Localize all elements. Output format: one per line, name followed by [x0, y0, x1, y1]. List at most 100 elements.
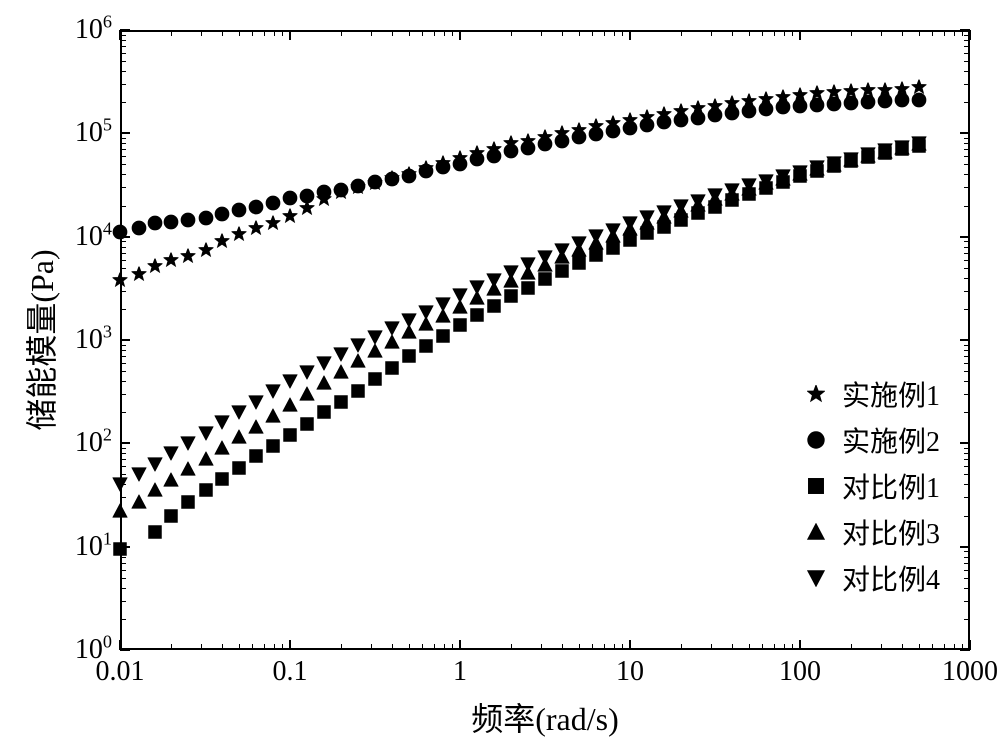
- x-tick: [629, 640, 631, 650]
- data-point-s3: [520, 280, 535, 295]
- data-point-s3: [198, 483, 213, 498]
- data-point-s5: [418, 304, 433, 319]
- x-tick-label: 1000: [942, 656, 998, 688]
- data-point-s2: [758, 101, 773, 116]
- data-point-s2: [453, 156, 468, 171]
- data-point-s5: [588, 228, 603, 243]
- data-point-s2: [537, 137, 552, 152]
- data-point-s5: [690, 193, 705, 208]
- data-point-s2: [674, 112, 689, 127]
- data-point-s5: [164, 446, 179, 461]
- data-point-s4: [215, 441, 230, 456]
- y-tick-label: 100: [75, 634, 112, 666]
- data-point-s5: [520, 257, 535, 272]
- data-point-s2: [401, 168, 416, 183]
- data-point-s4: [180, 462, 195, 477]
- data-point-s5: [486, 272, 501, 287]
- data-point-s3: [147, 524, 162, 539]
- data-point-s4: [147, 483, 162, 498]
- data-point-s1: [283, 208, 298, 223]
- data-point-s4: [300, 387, 315, 402]
- data-point-s5: [300, 365, 315, 380]
- data-point-s5: [384, 321, 399, 336]
- legend-entry: 实施例1: [804, 374, 940, 414]
- data-point-s5: [894, 139, 909, 154]
- x-tick-label: 10: [616, 656, 644, 688]
- data-point-s2: [486, 149, 501, 164]
- data-point-s5: [147, 457, 162, 472]
- data-point-s5: [401, 313, 416, 328]
- data-point-s2: [367, 174, 382, 189]
- data-point-s3: [537, 271, 552, 286]
- data-point-s1: [132, 266, 147, 281]
- data-point-s5: [316, 355, 331, 370]
- data-point-s1: [164, 252, 179, 267]
- data-point-s2: [826, 97, 841, 112]
- x-axis-label: 频率(rad/s): [471, 694, 619, 740]
- data-point-s1: [265, 216, 280, 231]
- legend-marker-icon: [804, 431, 828, 449]
- data-point-s3: [350, 384, 365, 399]
- data-point-s2: [588, 127, 603, 142]
- data-point-s5: [707, 188, 722, 203]
- data-point-s1: [248, 221, 263, 236]
- data-point-s2: [215, 207, 230, 222]
- data-point-s2: [640, 118, 655, 133]
- data-point-s2: [504, 144, 519, 159]
- data-point-s1: [215, 234, 230, 249]
- data-point-s3: [316, 405, 331, 420]
- x-tick: [799, 640, 801, 650]
- data-point-s2: [894, 93, 909, 108]
- data-point-s2: [180, 212, 195, 227]
- data-point-s1: [147, 259, 162, 274]
- y-tick-label: 101: [75, 531, 112, 563]
- data-point-s2: [334, 182, 349, 197]
- data-point-s5: [554, 242, 569, 257]
- data-point-s1: [231, 227, 246, 242]
- data-point-s1: [180, 248, 195, 263]
- data-point-s2: [384, 172, 399, 187]
- y-axis-label: 储能模量(Pa): [17, 249, 63, 430]
- data-point-s3: [504, 289, 519, 304]
- data-point-s4: [132, 495, 147, 510]
- data-point-s5: [724, 183, 739, 198]
- data-point-s1: [113, 273, 128, 288]
- data-point-s3: [283, 428, 298, 443]
- y-tick-label: 103: [75, 324, 112, 356]
- y-tick-label: 104: [75, 221, 112, 253]
- data-point-s3: [334, 395, 349, 410]
- data-point-s2: [793, 98, 808, 113]
- data-point-s5: [640, 210, 655, 225]
- data-point-s2: [198, 211, 213, 226]
- data-point-s3: [453, 317, 468, 332]
- data-point-s2: [132, 221, 147, 236]
- data-point-s2: [810, 98, 825, 113]
- data-point-s3: [486, 298, 501, 313]
- data-point-s5: [367, 329, 382, 344]
- x-tick: [289, 640, 291, 650]
- legend-marker-icon: [804, 523, 828, 541]
- data-point-s2: [248, 199, 263, 214]
- x-tick: [459, 640, 461, 650]
- data-point-s4: [164, 473, 179, 488]
- data-point-s2: [724, 105, 739, 120]
- legend-entry: 对比例4: [804, 558, 940, 598]
- data-point-s4: [231, 430, 246, 445]
- data-point-s3: [367, 371, 382, 386]
- data-point-s2: [877, 94, 892, 109]
- data-point-s2: [164, 214, 179, 229]
- data-point-s5: [470, 280, 485, 295]
- data-point-s2: [554, 133, 569, 148]
- data-point-s2: [231, 203, 246, 218]
- data-point-s3: [164, 508, 179, 523]
- data-point-s5: [758, 173, 773, 188]
- legend-label: 实施例2: [842, 420, 940, 460]
- data-point-s2: [860, 95, 875, 110]
- data-point-s5: [537, 249, 552, 264]
- data-point-s2: [844, 96, 859, 111]
- legend-marker-icon: [804, 385, 828, 403]
- data-point-s5: [350, 337, 365, 352]
- data-point-s2: [113, 225, 128, 240]
- legend-label: 对比例1: [842, 466, 940, 506]
- data-point-s1: [198, 242, 213, 257]
